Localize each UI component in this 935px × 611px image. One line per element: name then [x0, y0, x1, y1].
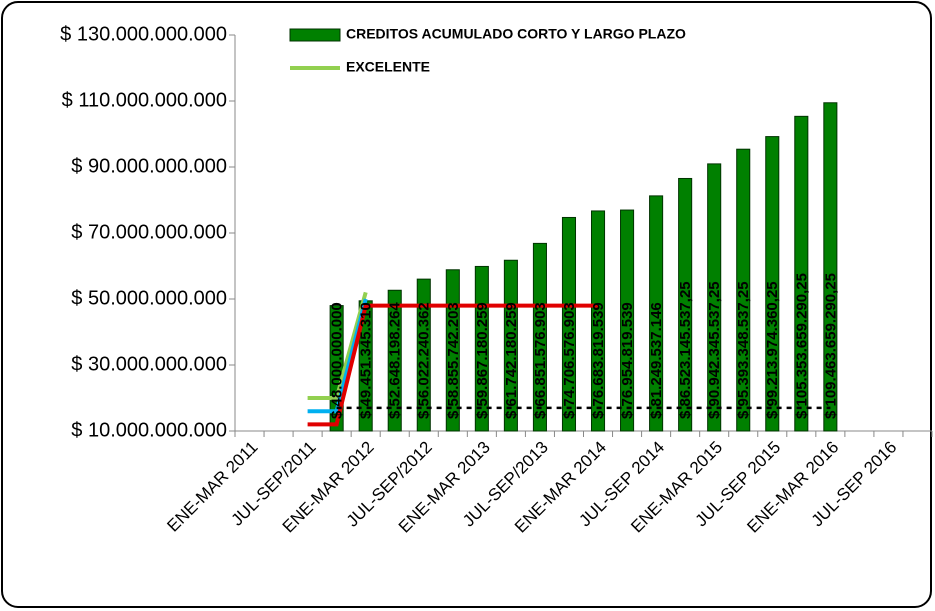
- legend-label: EXCELENTE: [346, 59, 430, 75]
- y-tick-label: $ 130.000.000.000: [60, 23, 227, 45]
- bar: [649, 195, 664, 432]
- bar: [678, 177, 693, 432]
- bar: [707, 163, 722, 432]
- bar: [823, 102, 838, 432]
- value-label: $ 58.855.742.203: [445, 302, 462, 419]
- value-label: $ 59.867.180.259: [474, 302, 491, 419]
- bar: [765, 136, 780, 432]
- bar: [532, 242, 547, 432]
- y-tick-label: $ 70.000.000.000: [71, 221, 227, 243]
- bar: [503, 259, 518, 432]
- value-label: $ 95.393.348.537,25: [735, 281, 752, 419]
- value-label: $ 109.463.659.290,25: [822, 273, 839, 419]
- value-label: $ 90.942.345.537,25: [706, 281, 723, 419]
- value-label: $ 49.451.345.310: [358, 302, 375, 419]
- value-label: $ 81.249.537.146: [648, 302, 665, 419]
- y-tick-label: $ 90.000.000.000: [71, 155, 227, 177]
- value-label: $ 56.022.240.362: [416, 302, 433, 419]
- value-label: $ 74.706.576.903: [561, 302, 578, 419]
- bar: [794, 115, 809, 432]
- bar: [736, 148, 751, 432]
- bar: [416, 278, 431, 432]
- value-label: $ 76.683.819.539: [590, 302, 607, 419]
- value-label: $ 105.353.659.290,25: [793, 273, 810, 419]
- value-label: $ 66.851.576.903: [532, 302, 549, 419]
- line: [307, 303, 598, 427]
- y-tick-label: $ 110.000.000.000: [62, 89, 227, 111]
- legend-swatch: [289, 28, 341, 42]
- value-label: $ 76.954.819.539: [619, 302, 636, 419]
- value-label: $ 52.648.198.264: [387, 302, 404, 419]
- bar: [561, 216, 577, 432]
- bar: [387, 289, 402, 432]
- bar: [620, 209, 635, 432]
- value-label: $ 99.213.974.360,25: [764, 281, 781, 419]
- y-tick-label: $ 50.000.000.000: [71, 287, 227, 309]
- value-label: $ 48.000.000.000: [329, 302, 346, 419]
- line: [307, 291, 368, 400]
- y-tick-label: $ 30.000.000.000: [71, 353, 227, 375]
- legend-label: CREDITOS ACUMULADO CORTO Y LARGO PLAZO: [346, 26, 686, 42]
- value-label: $ 61.742.180.259: [503, 302, 520, 419]
- value-label: $ 86.523.145.537,25: [677, 281, 694, 419]
- bar: [445, 269, 460, 432]
- y-tick-label: $ 10.000.000.000: [71, 419, 227, 441]
- line: [307, 298, 368, 414]
- bar: [590, 210, 606, 432]
